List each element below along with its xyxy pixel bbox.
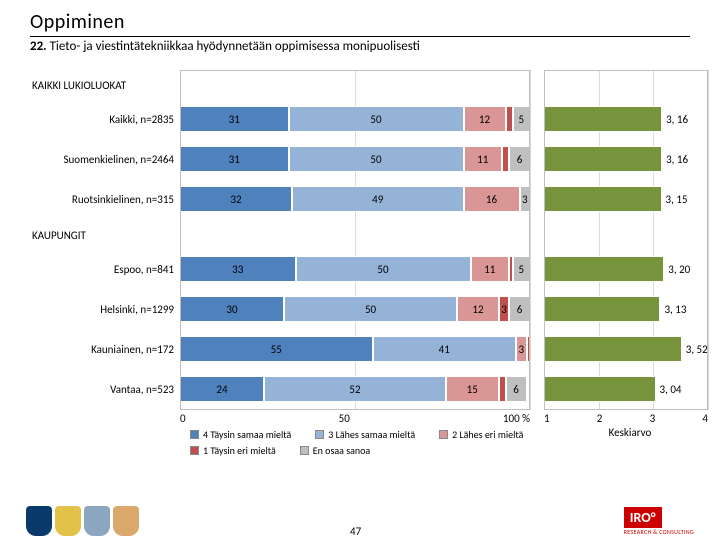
city-crest-icon	[55, 506, 81, 536]
bar-segment: 41	[373, 336, 517, 362]
stacked-bar: 30501236	[180, 296, 530, 322]
title-rule	[30, 36, 690, 37]
mean-bar	[544, 336, 682, 362]
bar-segment: 31	[180, 106, 289, 132]
bar-segment: 5	[513, 256, 531, 282]
stacked-bar: 3150116	[180, 146, 530, 172]
page-title: Oppiminen	[30, 10, 690, 34]
city-logos	[26, 506, 139, 536]
page-number: 47	[350, 525, 361, 538]
bar-segment: 50	[284, 296, 457, 322]
legend: 4 Täysin samaa mieltä 3 Lähes samaa mielt…	[190, 428, 530, 460]
x-tick: 50	[339, 412, 350, 425]
bar-segment: 3	[499, 296, 509, 322]
bar-segment: 24	[180, 376, 264, 402]
iro-logo: IRO° RESEARCH & CONSULTING	[624, 507, 694, 536]
mean-value: 3, 16	[666, 153, 688, 166]
bar-segment	[506, 106, 513, 132]
row-label: Espoo, n=841	[30, 263, 180, 276]
mean-bar	[544, 256, 664, 282]
legend-item: 2 Lähes eri mieltä	[439, 428, 523, 441]
mean-tick: 2	[597, 412, 603, 425]
stacked-bar: 55413	[180, 336, 530, 362]
city-crest-icon	[26, 506, 52, 536]
bar-segment: 12	[457, 296, 499, 322]
bar-segment: 33	[180, 256, 296, 282]
legend-item: 1 Täysin eri mieltä	[190, 444, 276, 457]
row-label: Helsinki, n=1299	[30, 303, 180, 316]
mean-bar	[544, 186, 662, 212]
bar-segment: 50	[289, 146, 464, 172]
mean-value: 3, 04	[660, 383, 682, 396]
legend-item: 4 Täysin samaa mieltä	[190, 428, 291, 441]
subtitle: 22. Tieto- ja viestintätekniikkaa hyödyn…	[30, 39, 690, 54]
bar-segment: 52	[264, 376, 446, 402]
bar-segment: 50	[296, 256, 471, 282]
bar-segment: 55	[180, 336, 373, 362]
mean-value: 3, 13	[664, 303, 686, 316]
mean-tick: 3	[650, 412, 656, 425]
bar-segment: 6	[509, 296, 530, 322]
bar-segment: 6	[506, 376, 527, 402]
x-tick: 100 %	[503, 412, 530, 425]
mean-value: 3, 15	[666, 193, 688, 206]
bar-segment: 3	[516, 336, 527, 362]
city-crest-icon	[84, 506, 110, 536]
mean-bar	[544, 296, 660, 322]
bar-segment: 5	[513, 106, 531, 132]
mean-bar	[544, 376, 656, 402]
mean-tick: 1	[544, 412, 550, 425]
bar-segment	[502, 146, 509, 172]
mean-value: 3, 52	[686, 343, 708, 356]
mean-bar	[544, 106, 662, 132]
bar-segment: 31	[180, 146, 289, 172]
bar-segment: 50	[289, 106, 464, 132]
row-label: Ruotsinkielinen, n=315	[30, 193, 180, 206]
bar-segment: 11	[464, 146, 503, 172]
row-label: Suomenkielinen, n=2464	[30, 153, 180, 166]
section-label: KAIKKI LUKIOLUOKAT	[30, 79, 126, 92]
city-crest-icon	[113, 506, 139, 536]
chart-area: KAIKKI LUKIOLUOKAT Kaikki, n=2835 Suomenki…	[30, 70, 690, 510]
bar-segment: 11	[471, 256, 510, 282]
section-label: KAUPUNGIT	[30, 229, 86, 242]
x-tick: 0	[180, 412, 186, 425]
stacked-bar: 3350115	[180, 256, 530, 282]
row-label: Kauniainen, n=172	[30, 343, 180, 356]
row-label: Vantaa, n=523	[30, 383, 180, 396]
bar-segment: 32	[180, 186, 292, 212]
row-label: Kaikki, n=2835	[30, 113, 180, 126]
mean-axis-label: Keskiarvo	[570, 426, 690, 439]
bar-segment: 16	[464, 186, 520, 212]
legend-item: En osaa sanoa	[300, 444, 370, 457]
mean-tick: 4	[702, 412, 708, 425]
mean-bar	[544, 146, 662, 172]
stacked-bar: 315012 5	[180, 106, 530, 132]
bar-segment: 6	[509, 146, 530, 172]
bar-segment: 49	[292, 186, 464, 212]
stacked-bar: 245215 6	[180, 376, 530, 402]
mean-value: 3, 20	[668, 263, 690, 276]
mean-value: 3, 16	[666, 113, 688, 126]
stacked-bar: 3249163	[180, 186, 530, 212]
bar-segment: 15	[446, 376, 499, 402]
legend-item: 3 Lähes samaa mieltä	[315, 428, 415, 441]
bar-segment: 12	[464, 106, 506, 132]
bar-segment: 3	[520, 186, 531, 212]
bar-segment	[499, 376, 506, 402]
bar-segment	[527, 336, 531, 362]
bar-segment: 30	[180, 296, 284, 322]
